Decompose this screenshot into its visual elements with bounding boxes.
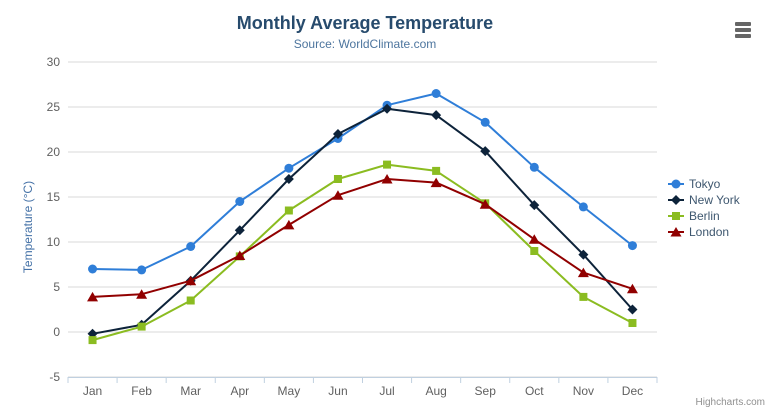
x-axis-label: May xyxy=(278,384,301,398)
legend-item-london[interactable]: London xyxy=(668,224,740,240)
data-point[interactable] xyxy=(529,200,540,211)
x-axis-label: Jan xyxy=(83,384,102,398)
x-axis-label: Apr xyxy=(230,384,249,398)
data-point[interactable] xyxy=(528,234,540,244)
london-marker[interactable] xyxy=(670,227,682,237)
data-point[interactable] xyxy=(627,241,637,251)
x-axis-label: Sep xyxy=(475,384,497,398)
data-point[interactable] xyxy=(579,292,588,301)
data-point[interactable] xyxy=(530,247,539,255)
data-point[interactable] xyxy=(383,160,392,169)
berlin-marker[interactable] xyxy=(672,212,680,220)
tokyo-series-icon xyxy=(668,178,684,190)
data-point[interactable] xyxy=(381,174,393,184)
hamburger-menu-icon xyxy=(735,22,751,26)
y-axis-label: 25 xyxy=(47,100,61,114)
data-point[interactable] xyxy=(578,249,589,260)
london-series-icon xyxy=(668,226,684,238)
data-point[interactable] xyxy=(284,206,293,215)
legend-item-new-york[interactable]: New York xyxy=(668,192,740,208)
tokyo-marker[interactable] xyxy=(671,179,681,189)
data-point[interactable] xyxy=(333,175,342,183)
x-axis-label: Jun xyxy=(328,384,347,398)
legend-label: London xyxy=(689,225,730,239)
y-axis-label: 15 xyxy=(47,190,61,204)
legend-label: Berlin xyxy=(689,209,720,223)
series-line[interactable] xyxy=(91,178,634,298)
x-axis-label: Dec xyxy=(622,384,643,398)
data-point[interactable] xyxy=(235,197,245,206)
data-point[interactable] xyxy=(529,162,539,172)
data-point[interactable] xyxy=(332,190,344,200)
series-line[interactable] xyxy=(91,107,634,335)
data-point[interactable] xyxy=(87,291,99,302)
data-point[interactable] xyxy=(283,219,295,230)
data-point[interactable] xyxy=(431,89,441,98)
new-york-marker[interactable] xyxy=(671,195,681,205)
data-point[interactable] xyxy=(234,225,245,236)
y-axis-label: 20 xyxy=(47,145,61,159)
chart-subtitle: Source: WorldClimate.com xyxy=(293,37,437,51)
export-menu-button[interactable] xyxy=(731,19,755,41)
chart-title: Monthly Average Temperature xyxy=(236,13,494,33)
data-point[interactable] xyxy=(88,336,97,345)
y-axis-label: 10 xyxy=(47,235,61,249)
y-axis-label: 0 xyxy=(53,325,60,339)
data-point[interactable] xyxy=(234,250,246,261)
credits-link[interactable]: Highcharts.com xyxy=(695,397,765,408)
y-axis-label: 5 xyxy=(53,280,60,294)
legend-label: New York xyxy=(689,193,740,207)
legend-item-tokyo[interactable]: Tokyo xyxy=(668,176,740,192)
data-point[interactable] xyxy=(332,129,343,139)
y-axis-label: -5 xyxy=(49,370,60,384)
data-point[interactable] xyxy=(628,319,637,327)
legend: Tokyo New York Berlin London xyxy=(668,176,740,240)
x-axis-label: Feb xyxy=(131,384,152,398)
legend-item-berlin[interactable]: Berlin xyxy=(668,208,740,224)
data-point[interactable] xyxy=(627,304,638,315)
data-point[interactable] xyxy=(185,275,197,286)
legend-label: Tokyo xyxy=(689,177,721,191)
data-point[interactable] xyxy=(480,117,490,127)
data-point[interactable] xyxy=(626,283,638,294)
x-axis-label: Jul xyxy=(379,384,394,398)
x-axis-label: Nov xyxy=(573,384,594,398)
data-point[interactable] xyxy=(88,264,98,274)
x-axis-label: Aug xyxy=(425,384,446,398)
berlin-series-icon xyxy=(668,210,684,222)
data-point[interactable] xyxy=(430,177,442,188)
data-point[interactable] xyxy=(137,265,147,275)
series-new-york xyxy=(87,103,638,339)
data-point[interactable] xyxy=(382,103,393,114)
y-axis-label: 30 xyxy=(47,55,61,69)
data-point[interactable] xyxy=(186,296,195,305)
series-tokyo xyxy=(88,89,637,275)
data-point[interactable] xyxy=(577,267,589,278)
new-york-series-icon xyxy=(668,194,684,206)
x-axis-label: Mar xyxy=(180,384,201,398)
series-line[interactable] xyxy=(91,163,634,342)
data-point[interactable] xyxy=(284,163,294,173)
data-point[interactable] xyxy=(186,242,196,251)
series-london xyxy=(87,174,638,302)
series-line[interactable] xyxy=(91,92,634,271)
data-point[interactable] xyxy=(578,202,588,212)
data-point[interactable] xyxy=(480,146,491,157)
data-point[interactable] xyxy=(432,166,441,175)
data-point[interactable] xyxy=(137,322,146,331)
data-point[interactable] xyxy=(283,174,294,184)
data-point[interactable] xyxy=(431,110,442,121)
data-point[interactable] xyxy=(136,289,148,299)
data-point[interactable] xyxy=(479,199,491,209)
y-axis-title: Temperature (°C) xyxy=(21,180,35,274)
x-axis-label: Oct xyxy=(525,384,544,398)
